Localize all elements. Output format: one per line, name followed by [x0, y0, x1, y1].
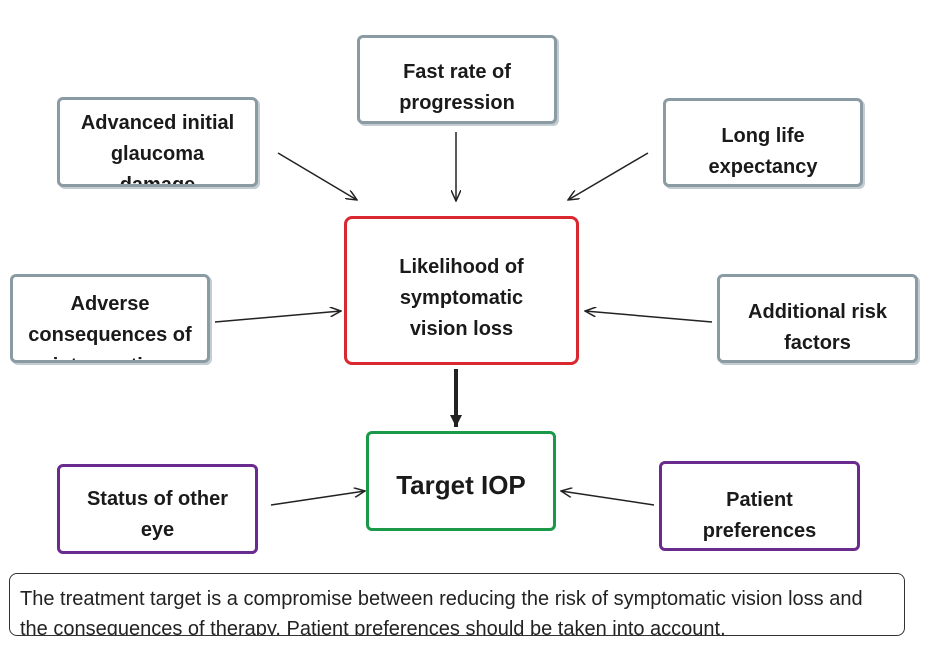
node-additional-risk-factors: Additional risk factors — [717, 274, 918, 363]
node-adverse-consequences: Adverse consequences of intervention — [10, 274, 210, 363]
node-label: Likelihood of symptomatic vision loss — [399, 256, 524, 340]
node-fast-rate-of-progression: Fast rate of progression — [357, 35, 557, 124]
node-long-life-expectancy: Long life expectancy — [663, 98, 863, 187]
note-text: The treatment target is a compromise bet… — [20, 588, 863, 636]
node-label: Fast rate of progression — [399, 61, 515, 114]
arrow-additional-to-likelihood — [585, 311, 713, 323]
arrow-eye-to-target — [270, 491, 365, 506]
node-label: Status of other eye — [86, 488, 229, 541]
node-status-of-other-eye: Status of other eye — [57, 464, 258, 554]
arrow-adverse-to-likelihood — [214, 311, 341, 323]
node-label: Long life expectancy — [708, 125, 818, 178]
node-target-iop: Target IOP — [366, 431, 556, 531]
arrow-advanced-to-likelihood — [277, 152, 357, 200]
node-patient-preferences: Patient preferences — [659, 461, 860, 551]
node-label: Patient preferences — [702, 489, 817, 542]
arrow-life-to-likelihood — [568, 152, 649, 200]
explanatory-note: The treatment target is a compromise bet… — [9, 573, 905, 636]
node-label: Additional risk factors — [748, 301, 887, 354]
node-likelihood-of-vision-loss: Likelihood of symptomatic vision loss — [344, 216, 579, 365]
node-label: Adverse consequences of intervention — [28, 293, 192, 360]
node-label: Target IOP — [396, 470, 526, 500]
node-label: Advanced initial glaucoma damage — [80, 112, 235, 187]
node-advanced-glaucoma-damage: Advanced initial glaucoma damage — [57, 97, 258, 187]
arrow-preferences-to-target — [561, 491, 655, 506]
